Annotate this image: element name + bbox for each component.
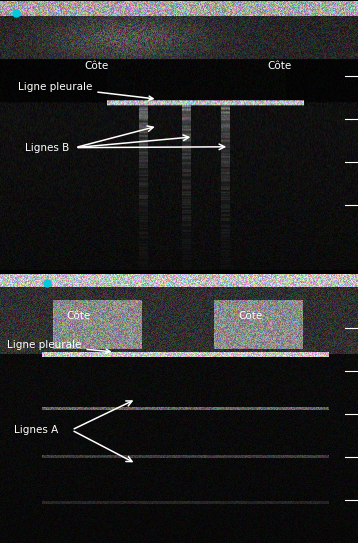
Text: Côte: Côte [267,61,291,71]
Text: Ligne pleurale: Ligne pleurale [7,340,110,353]
Text: Côte: Côte [238,311,263,321]
Text: Côte: Côte [84,61,109,71]
Text: Lignes A: Lignes A [14,425,59,435]
Text: Lignes B: Lignes B [25,143,69,153]
Text: Ligne pleurale: Ligne pleurale [18,82,153,100]
Text: Côte: Côte [67,311,91,321]
